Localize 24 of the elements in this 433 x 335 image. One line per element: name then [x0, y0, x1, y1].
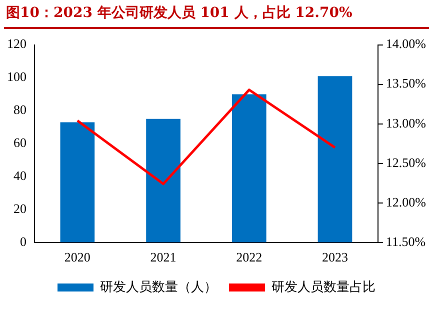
y-tick-label: 0	[20, 234, 26, 249]
bar	[232, 94, 266, 242]
y2-tick-label: 12.00%	[386, 194, 426, 210]
bar	[60, 122, 95, 242]
y-tick-label: 40	[14, 168, 26, 183]
chart-title: 图10：2023 年公司研发人员 101 人，占比 12.70%	[6, 4, 352, 22]
y-tick-label: 20	[14, 200, 26, 216]
y2-tick-label: 11.50%	[386, 234, 426, 249]
x-tick-label: 2020	[64, 250, 90, 265]
x-tick-label: 2023	[322, 250, 348, 265]
legend-label: 研发人员数量占比	[272, 278, 376, 294]
y-tick-label: 120	[7, 36, 26, 52]
y2-tick-label: 12.50%	[386, 154, 426, 170]
y2-tick-label: 14.00%	[386, 36, 426, 52]
x-tick-label: 2021	[150, 250, 176, 265]
bar	[318, 76, 352, 242]
y-tick-label: 80	[14, 102, 26, 118]
bar	[146, 118, 180, 242]
y2-tick-label: 13.00%	[386, 115, 426, 130]
x-tick-label: 2022	[236, 250, 262, 265]
y-tick-label: 60	[14, 135, 26, 150]
y-tick-label: 100	[7, 69, 26, 84]
y2-tick-label: 13.50%	[386, 76, 426, 91]
legend-label: 研发人员数量（人）	[100, 278, 217, 294]
